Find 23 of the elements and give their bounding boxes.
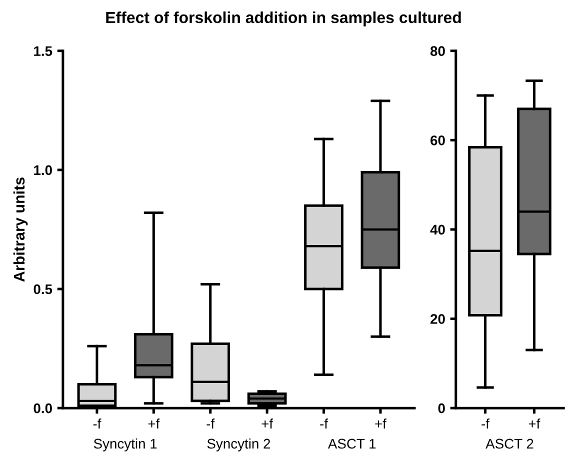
y-tick-label: 40 <box>430 224 445 235</box>
text: Syncytin 2 <box>207 438 270 452</box>
y-tick-label: 20 <box>430 314 445 324</box>
x-tick-label: +f <box>375 418 386 429</box>
x-tick-label: -f <box>482 418 490 429</box>
y-tick-label: 0.5 <box>34 284 52 294</box>
y-tick-label: 0 <box>438 403 445 414</box>
y-tick-label: 1.0 <box>34 165 52 176</box>
text: ASCT 1 <box>328 438 376 449</box>
text: ASCT 2 <box>486 438 534 449</box>
x-tick-label: +f <box>262 418 274 429</box>
text: Syncytin 1 <box>94 438 157 452</box>
x-tick-label: +f <box>148 418 160 429</box>
x-tick-label: -f <box>320 418 328 429</box>
y-tick-label: 0.0 <box>34 403 52 414</box>
y-tick-label: 1.5 <box>34 46 52 56</box>
y-axis-title: Arbitrary units <box>13 177 28 282</box>
x-tick-label: -f <box>206 418 215 429</box>
x-tick-label: +f <box>528 418 540 429</box>
x-tick-label: -f <box>93 418 102 429</box>
y-tick-label: 60 <box>430 135 445 146</box>
chart-title: Effect of forskolin addition in samples cultured <box>106 11 461 26</box>
y-tick-label: 80 <box>430 46 445 56</box>
